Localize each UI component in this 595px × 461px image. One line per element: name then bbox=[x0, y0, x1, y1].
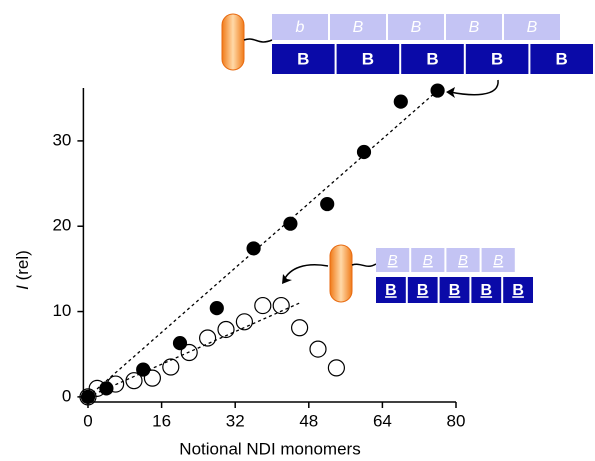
point bbox=[125, 372, 143, 390]
x-axis-label: Notional NDI monomers bbox=[179, 439, 360, 458]
arrow bbox=[449, 79, 499, 96]
y-axis-label-rest: (rel) bbox=[13, 250, 32, 285]
monomer-label: B bbox=[411, 19, 422, 36]
y-tick-label: 0 bbox=[62, 386, 71, 405]
monomer-label: B bbox=[449, 282, 461, 299]
point bbox=[143, 369, 161, 387]
x-tick-label: 80 bbox=[447, 411, 466, 430]
capsule bbox=[329, 244, 353, 303]
arrow bbox=[283, 264, 329, 281]
point bbox=[199, 329, 217, 347]
monomer-block bbox=[503, 277, 533, 303]
point bbox=[246, 241, 261, 256]
monomer-label: B bbox=[353, 19, 364, 36]
x-tick-label: 0 bbox=[83, 411, 92, 430]
point bbox=[320, 196, 335, 212]
linker bbox=[351, 263, 377, 268]
monomer-block bbox=[411, 248, 445, 272]
monomer-label: B bbox=[469, 19, 480, 36]
point bbox=[327, 359, 345, 377]
monomer-label: B bbox=[481, 282, 493, 299]
x-tick-label: 16 bbox=[152, 411, 171, 430]
y-tick-label: 10 bbox=[52, 301, 71, 320]
monomer-label: B bbox=[491, 49, 503, 68]
point bbox=[356, 144, 372, 160]
monomer-label: B bbox=[458, 252, 468, 269]
monomer-label: B bbox=[423, 252, 433, 269]
arrowhead bbox=[446, 87, 455, 98]
monomer-block bbox=[401, 44, 464, 74]
monomer-label: B bbox=[556, 49, 568, 68]
monomer-label: B bbox=[362, 49, 374, 68]
monomer-block bbox=[376, 248, 410, 272]
y-tick-label: 20 bbox=[52, 216, 71, 235]
monomer-label: B bbox=[388, 252, 398, 269]
point bbox=[430, 83, 445, 98]
x-tick-label: 48 bbox=[299, 411, 318, 430]
fit-line bbox=[87, 90, 439, 398]
monomer-block bbox=[376, 277, 406, 303]
monomer-label: B bbox=[512, 282, 524, 299]
monomer-label: B bbox=[493, 252, 503, 269]
x-tick-label: 64 bbox=[373, 411, 392, 430]
linker bbox=[243, 38, 273, 43]
point bbox=[209, 301, 224, 316]
point bbox=[291, 319, 309, 337]
point bbox=[272, 296, 290, 315]
monomer-block bbox=[330, 14, 386, 40]
monomer-block bbox=[336, 44, 400, 74]
y-axis-label: I (rel) bbox=[13, 250, 32, 290]
y-tick-label: 30 bbox=[52, 130, 71, 149]
monomer-block bbox=[407, 277, 438, 303]
monomer-block bbox=[471, 277, 502, 303]
monomer-label: B bbox=[527, 19, 538, 36]
x-tick-label: 32 bbox=[226, 411, 245, 430]
capsule bbox=[221, 13, 245, 71]
point bbox=[254, 296, 272, 315]
point bbox=[80, 389, 96, 404]
point bbox=[162, 358, 180, 376]
monomer-block bbox=[446, 248, 480, 272]
monomer-label: B bbox=[297, 49, 309, 68]
monomer-block bbox=[388, 14, 444, 40]
point bbox=[180, 343, 198, 362]
point bbox=[172, 336, 188, 351]
point bbox=[235, 313, 253, 331]
monomer-label: B bbox=[417, 282, 429, 299]
point bbox=[99, 381, 114, 396]
monomer-block bbox=[272, 14, 328, 40]
monomer-label: B bbox=[426, 49, 438, 68]
monomer-block bbox=[530, 44, 593, 74]
fit-line bbox=[87, 302, 300, 398]
point bbox=[88, 379, 106, 397]
arrowhead bbox=[282, 274, 292, 284]
point bbox=[106, 375, 125, 393]
monomer-block bbox=[446, 14, 502, 40]
y-axis-label-italic: I bbox=[13, 285, 32, 290]
monomer-block bbox=[481, 248, 515, 272]
point bbox=[309, 340, 327, 358]
point bbox=[393, 94, 408, 109]
point bbox=[79, 388, 97, 406]
point bbox=[283, 216, 298, 231]
monomer-block bbox=[504, 14, 560, 40]
point bbox=[217, 320, 235, 339]
monomer-block bbox=[439, 277, 470, 303]
monomer-label: B bbox=[385, 282, 397, 299]
monomer-label: b bbox=[296, 19, 305, 36]
monomer-block bbox=[272, 44, 335, 74]
monomer-block bbox=[465, 44, 529, 74]
